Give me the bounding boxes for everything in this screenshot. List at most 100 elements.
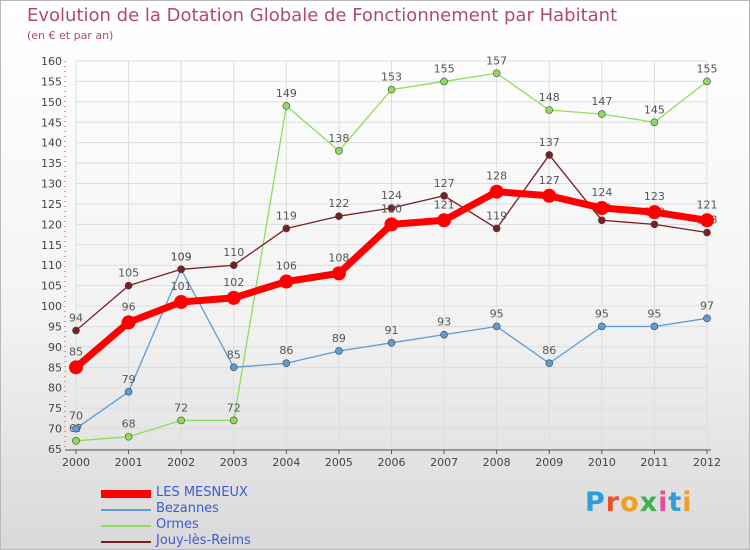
data-point-ormes bbox=[545, 106, 554, 114]
y-tick-label: 80 bbox=[48, 382, 62, 395]
data-label-bezannes: 95 bbox=[490, 307, 504, 320]
data-point-les-mesneux bbox=[647, 205, 662, 220]
legend-item-ormes: Ormes bbox=[101, 517, 321, 534]
data-label-jouy-l-s-reims: 119 bbox=[276, 209, 297, 222]
data-label-ormes: 148 bbox=[539, 91, 560, 104]
data-point-bezannes bbox=[703, 314, 711, 323]
y-tick-label: 90 bbox=[48, 341, 62, 354]
data-label-ormes: 153 bbox=[381, 71, 402, 84]
data-point-ormes bbox=[124, 432, 133, 441]
data-label-bezannes: 93 bbox=[437, 316, 451, 329]
x-tick-label: 2001 bbox=[115, 456, 143, 469]
data-label-ormes: 149 bbox=[276, 87, 297, 100]
data-point-jouy-l-s-reims bbox=[72, 326, 80, 335]
data-label-ormes: 155 bbox=[434, 62, 455, 75]
data-label-les-mesneux: 120 bbox=[381, 202, 402, 215]
data-point-ormes bbox=[335, 147, 343, 155]
chart-title: Evolution de la Dotation Globale de Fonc… bbox=[27, 5, 618, 26]
chart-subtitle: (en € et par an) bbox=[27, 29, 114, 42]
data-label-bezannes: 79 bbox=[122, 373, 136, 386]
data-label-jouy-l-s-reims: 127 bbox=[434, 177, 455, 190]
data-label-les-mesneux: 101 bbox=[171, 280, 192, 293]
data-point-ormes bbox=[387, 85, 396, 94]
data-point-bezannes bbox=[124, 388, 133, 396]
logo-letter: o bbox=[620, 487, 640, 518]
data-point-ormes bbox=[177, 416, 185, 425]
data-point-les-mesneux bbox=[489, 184, 504, 199]
data-point-les-mesneux bbox=[594, 201, 609, 216]
data-point-bezannes bbox=[650, 322, 659, 331]
x-tick-label: 2003 bbox=[220, 456, 248, 469]
chart-legend: LES MESNEUX Bezannes Ormes Jouy-lès-Reims bbox=[101, 485, 321, 549]
data-label-bezannes: 86 bbox=[542, 344, 556, 357]
data-point-les-mesneux bbox=[437, 213, 452, 228]
data-point-ormes bbox=[492, 69, 501, 78]
data-point-bezannes bbox=[545, 359, 554, 368]
y-tick-label: 65 bbox=[48, 443, 62, 456]
data-label-les-mesneux: 124 bbox=[591, 186, 612, 199]
data-label-jouy-l-s-reims: 137 bbox=[539, 136, 560, 149]
data-label-jouy-l-s-reims: 110 bbox=[223, 246, 244, 259]
data-point-les-mesneux bbox=[384, 217, 399, 232]
y-tick-label: 135 bbox=[41, 157, 62, 170]
data-label-bezannes: 95 bbox=[595, 307, 609, 320]
data-label-les-mesneux: 102 bbox=[223, 276, 244, 289]
data-point-bezannes bbox=[335, 347, 343, 355]
data-label-ormes: 157 bbox=[486, 54, 507, 67]
data-label-les-mesneux: 127 bbox=[539, 174, 560, 187]
x-tick-label: 2009 bbox=[535, 456, 563, 469]
data-point-jouy-l-s-reims bbox=[703, 228, 711, 237]
data-point-jouy-l-s-reims bbox=[440, 191, 448, 200]
data-label-bezannes: 97 bbox=[700, 299, 714, 312]
data-label-jouy-l-s-reims: 119 bbox=[486, 209, 507, 222]
data-point-bezannes bbox=[440, 330, 448, 339]
data-label-les-mesneux: 121 bbox=[434, 198, 455, 211]
x-tick-label: 2000 bbox=[62, 456, 90, 469]
y-tick-label: 70 bbox=[48, 423, 62, 436]
y-tick-label: 75 bbox=[48, 402, 62, 415]
logo-letter: t bbox=[668, 487, 683, 518]
data-point-ormes bbox=[440, 77, 448, 86]
legend-item-les-mesneux: LES MESNEUX bbox=[101, 485, 321, 502]
x-tick-label: 2002 bbox=[167, 456, 195, 469]
x-tick-label: 2005 bbox=[325, 456, 353, 469]
data-label-jouy-l-s-reims: 122 bbox=[328, 197, 349, 210]
data-label-ormes: 138 bbox=[328, 132, 349, 145]
data-point-bezannes bbox=[229, 363, 238, 372]
data-point-les-mesneux bbox=[279, 274, 294, 289]
data-point-les-mesneux bbox=[226, 290, 241, 305]
data-point-ormes bbox=[650, 118, 659, 127]
data-label-les-mesneux: 106 bbox=[276, 260, 297, 273]
data-label-les-mesneux: 85 bbox=[69, 345, 83, 358]
data-label-bezannes: 89 bbox=[332, 332, 346, 345]
data-point-bezannes bbox=[72, 424, 80, 433]
y-tick-label: 100 bbox=[41, 300, 62, 313]
data-point-jouy-l-s-reims bbox=[545, 151, 554, 159]
data-point-bezannes bbox=[387, 339, 396, 347]
data-point-jouy-l-s-reims bbox=[335, 212, 343, 220]
x-tick-label: 2004 bbox=[272, 456, 300, 469]
legend-label: Jouy-lès-Reims bbox=[156, 533, 251, 548]
logo-letter: x bbox=[639, 487, 659, 518]
data-label-les-mesneux: 96 bbox=[122, 300, 136, 313]
data-label-jouy-l-s-reims: 94 bbox=[69, 312, 83, 325]
logo-letter: i bbox=[682, 487, 693, 518]
legend-label: Ormes bbox=[156, 517, 199, 532]
data-point-ormes bbox=[229, 416, 238, 425]
data-point-ormes bbox=[598, 110, 606, 118]
y-tick-label: 160 bbox=[41, 55, 62, 68]
legend-swatch bbox=[101, 490, 151, 498]
x-tick-label: 2007 bbox=[430, 456, 458, 469]
y-tick-label: 115 bbox=[41, 239, 62, 252]
data-point-bezannes bbox=[282, 359, 291, 368]
data-point-les-mesneux bbox=[331, 266, 346, 281]
data-label-bezannes: 86 bbox=[279, 344, 293, 357]
data-label-ormes: 68 bbox=[122, 418, 136, 431]
data-point-les-mesneux bbox=[69, 360, 83, 375]
y-tick-label: 95 bbox=[48, 320, 62, 333]
y-tick-label: 105 bbox=[41, 280, 62, 293]
y-tick-label: 85 bbox=[48, 361, 62, 374]
data-point-bezannes bbox=[492, 322, 501, 331]
